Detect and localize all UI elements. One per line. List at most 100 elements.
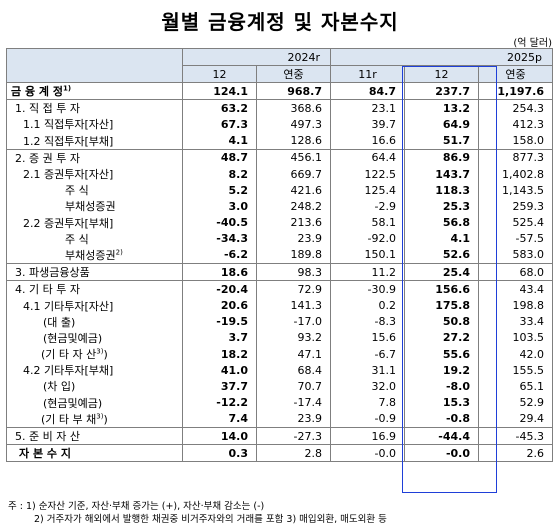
table-row: (기 타 부 채3)) 7.4 23.9 -0.9 -0.8 29.4 bbox=[6, 410, 554, 428]
cell-value: 20.6 bbox=[182, 297, 257, 314]
header-col-2025-annual: 연중 bbox=[477, 65, 554, 83]
cell-value: 368.6 bbox=[256, 99, 331, 117]
cell-value: 51.7 bbox=[404, 132, 479, 150]
cell-value: 143.7 bbox=[404, 165, 479, 183]
row-label-text: (현금및예금) bbox=[43, 331, 103, 345]
cell-value: 25.4 bbox=[404, 263, 479, 282]
row-label: 주 식 bbox=[6, 230, 183, 247]
cell-value: -6.2 bbox=[182, 246, 257, 265]
row-label-text: 자 본 수 지 bbox=[19, 447, 71, 461]
cell-value: 156.6 bbox=[404, 280, 479, 298]
financial-account-table: 2024r 2025p 12 연중 11r 12 연중 금 융 계 정1) 124… bbox=[6, 48, 554, 463]
cell-value: 158.0 bbox=[477, 132, 554, 150]
cell-value: 5.2 bbox=[182, 182, 257, 199]
row-label-text: 4.1 기타투자[자산] bbox=[23, 299, 114, 313]
cell-value: 56.8 bbox=[404, 214, 479, 231]
row-label-text: 주 식 bbox=[65, 232, 89, 246]
cell-value: 98.3 bbox=[256, 263, 331, 282]
cell-value: 29.4 bbox=[477, 410, 554, 428]
row-label: 2.1 증권투자[자산] bbox=[6, 165, 183, 183]
cell-value: 150.1 bbox=[330, 246, 405, 265]
cell-value: -92.0 bbox=[330, 230, 405, 247]
row-label: 1.2 직접투자[부채] bbox=[6, 132, 183, 150]
row-label-text: 4.2 기타투자[부채] bbox=[23, 364, 114, 378]
header-col-2025-11: 11r bbox=[330, 65, 405, 83]
cell-value: 421.6 bbox=[256, 182, 331, 199]
cell-value: 254.3 bbox=[477, 99, 554, 117]
cell-value: 23.1 bbox=[330, 99, 405, 117]
row-label: 2.2 증권투자[부채] bbox=[6, 214, 183, 231]
cell-value: 2.8 bbox=[256, 444, 331, 463]
cell-value: -27.3 bbox=[256, 426, 331, 446]
cell-value: 18.6 bbox=[182, 263, 257, 282]
row-label-text: (현금및예금) bbox=[43, 396, 103, 410]
cell-value: 86.9 bbox=[404, 148, 479, 166]
header-year-2024: 2024r bbox=[182, 48, 331, 66]
cell-value: 25.3 bbox=[404, 198, 479, 215]
row-label-text: (기 타 자 산 bbox=[41, 348, 97, 362]
cell-value: 47.1 bbox=[256, 346, 331, 363]
table-row: 부채성증권 3.0 248.2 -2.9 25.3 259.3 bbox=[6, 198, 554, 215]
footnote-marker: 1) bbox=[62, 84, 72, 93]
row-label-text: (대 출) bbox=[43, 315, 76, 329]
cell-value: 64.4 bbox=[330, 148, 405, 166]
cell-value: 128.6 bbox=[256, 132, 331, 150]
table-row: (현금및예금) 3.7 93.2 15.6 27.2 103.5 bbox=[6, 329, 554, 346]
cell-value: 13.2 bbox=[404, 99, 479, 117]
header-col-2024-12: 12 bbox=[182, 65, 257, 83]
cell-value: 68.4 bbox=[256, 362, 331, 379]
row-label-text: 주 식 bbox=[65, 184, 89, 198]
row-label-text: 3. 파생금융상품 bbox=[15, 266, 90, 280]
footnotes: 주 : 1) 순자산 기준, 자산·부채 증가는 (+), 자산·부채 감소는 … bbox=[8, 500, 387, 526]
row-label: 2. 증 권 투 자 bbox=[6, 148, 183, 166]
cell-value: 52.9 bbox=[477, 394, 554, 411]
cell-value: 525.4 bbox=[477, 214, 554, 231]
cell-value: 32.0 bbox=[330, 378, 405, 395]
cell-value: 122.5 bbox=[330, 165, 405, 183]
footnote-marker: 3) bbox=[96, 347, 104, 356]
table-row: 부채성증권2) -6.2 189.8 150.1 52.6 583.0 bbox=[6, 246, 554, 265]
row-label-text: 1. 직 접 투 자 bbox=[15, 102, 80, 116]
row-label: 3. 파생금융상품 bbox=[6, 263, 183, 282]
row-label-end: ) bbox=[103, 348, 108, 362]
cell-value: -8.0 bbox=[404, 378, 479, 395]
row-label: 4.2 기타투자[부채] bbox=[6, 362, 183, 379]
cell-value: 58.1 bbox=[330, 214, 405, 231]
row-label: (현금및예금) bbox=[6, 329, 183, 346]
cell-value: 103.5 bbox=[477, 329, 554, 346]
row-label-end: ) bbox=[103, 412, 108, 426]
cell-value: -6.7 bbox=[330, 346, 405, 363]
table-row: 자 본 수 지 0.3 2.8 -0.0 -0.0 2.6 bbox=[6, 444, 554, 463]
row-label-text: 금 융 계 정 bbox=[11, 85, 63, 99]
cell-value: 50.8 bbox=[404, 313, 479, 330]
cell-value: -12.2 bbox=[182, 394, 257, 411]
cell-value: -0.0 bbox=[404, 444, 479, 463]
table-row: (대 출) -19.5 -17.0 -8.3 50.8 33.4 bbox=[6, 313, 554, 330]
cell-value: 37.7 bbox=[182, 378, 257, 395]
cell-value: 18.2 bbox=[182, 346, 257, 363]
footnote-marker: 3) bbox=[96, 412, 104, 421]
cell-value: -0.8 bbox=[404, 410, 479, 428]
cell-value: 4.1 bbox=[404, 230, 479, 247]
cell-value: 72.9 bbox=[256, 280, 331, 298]
footnote-2: 2) 거주자가 해외에서 발행한 채권중 비거주자와의 거래를 포함 3) 매입… bbox=[34, 514, 387, 525]
cell-value: 48.7 bbox=[182, 148, 257, 166]
cell-value: 42.0 bbox=[477, 346, 554, 363]
row-label: (차 입) bbox=[6, 378, 183, 395]
row-label-text: 부채성증권 bbox=[65, 248, 116, 262]
cell-value: 1,402.8 bbox=[477, 165, 554, 183]
cell-value: 497.3 bbox=[256, 116, 331, 133]
cell-value: 65.1 bbox=[477, 378, 554, 395]
row-label: (현금및예금) bbox=[6, 394, 183, 411]
table-row: 2.1 증권투자[자산] 8.2 669.7 122.5 143.7 1,402.8 bbox=[6, 165, 554, 183]
cell-value: 198.8 bbox=[477, 297, 554, 314]
cell-value: 175.8 bbox=[404, 297, 479, 314]
cell-value: 118.3 bbox=[404, 182, 479, 199]
table-row: 2. 증 권 투 자 48.7 456.1 64.4 86.9 877.3 bbox=[6, 148, 554, 166]
cell-value: 11.2 bbox=[330, 263, 405, 282]
cell-value: 23.9 bbox=[256, 230, 331, 247]
cell-value: 1,197.6 bbox=[477, 81, 554, 101]
row-label-text: 4. 기 타 투 자 bbox=[15, 283, 80, 297]
cell-value: -40.5 bbox=[182, 214, 257, 231]
cell-value: -17.4 bbox=[256, 394, 331, 411]
